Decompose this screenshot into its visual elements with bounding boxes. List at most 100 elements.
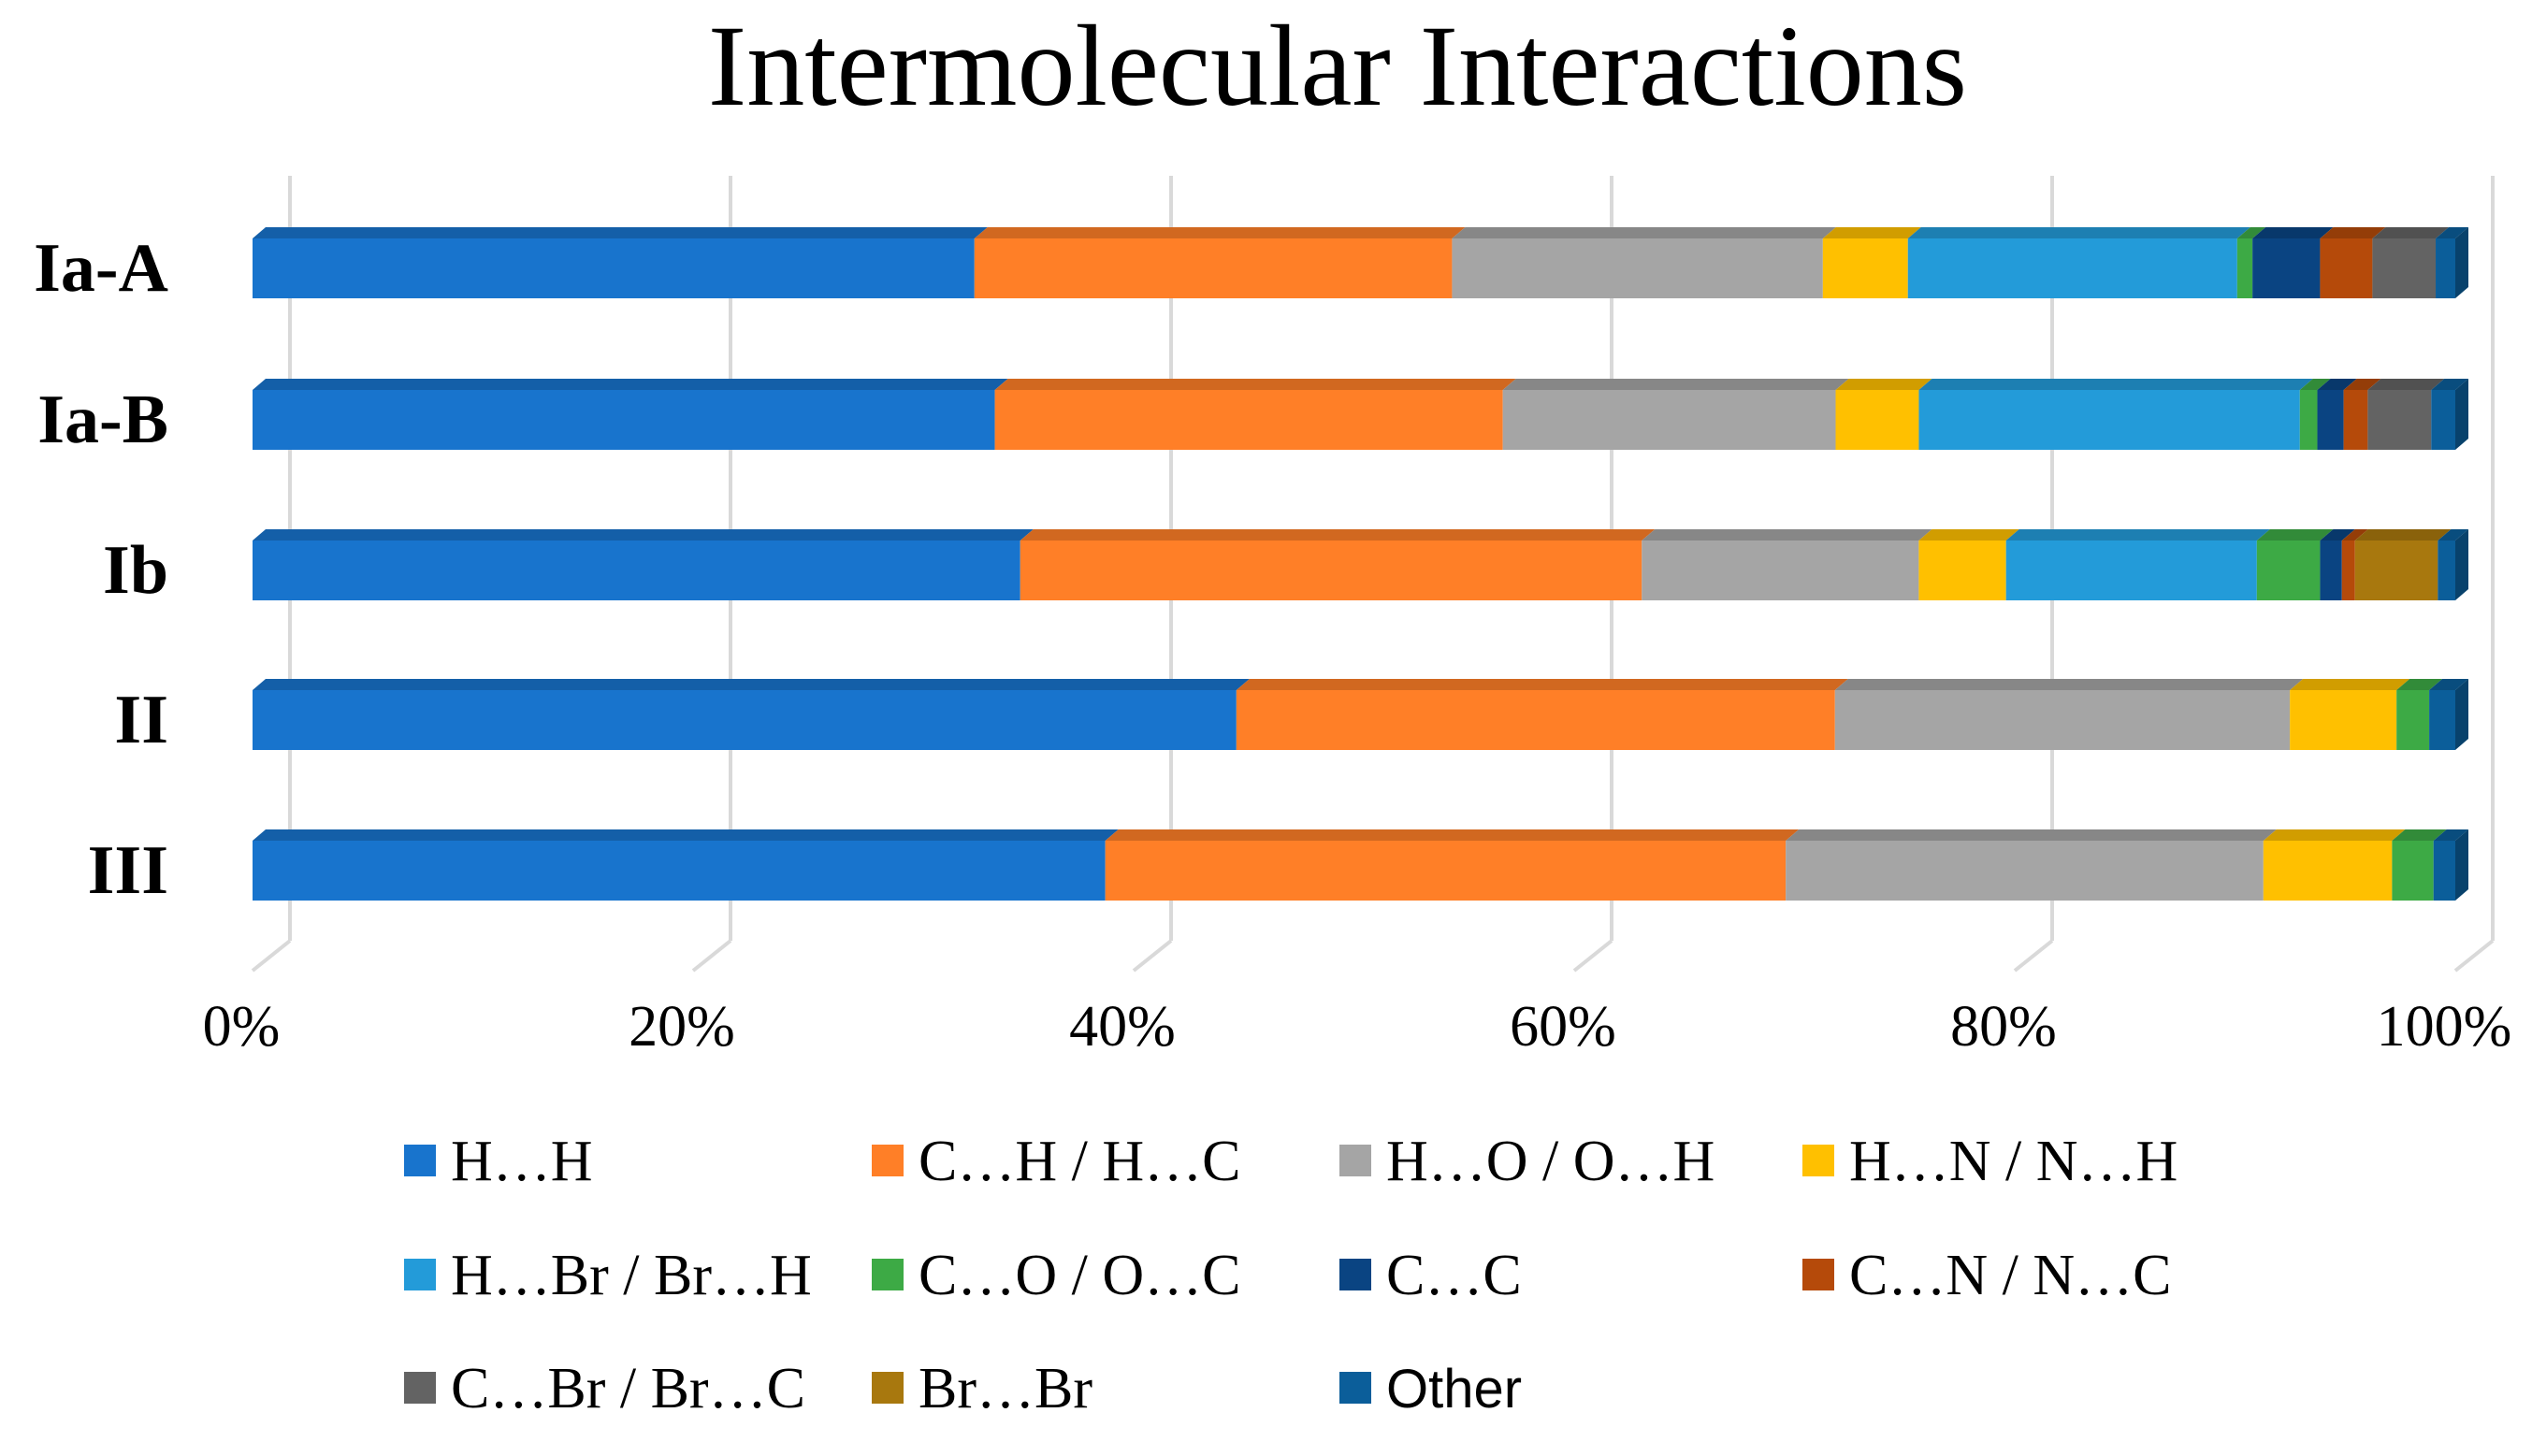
bar-segment bbox=[2354, 541, 2438, 600]
tick-label: 20% bbox=[629, 995, 735, 1059]
bar-segment bbox=[2343, 390, 2368, 450]
bar-segment bbox=[1502, 390, 1836, 450]
bar-segment bbox=[253, 390, 995, 450]
legend-label: Other bbox=[1386, 1359, 1522, 1420]
tick-label: 100% bbox=[2377, 995, 2512, 1059]
bar-segment-top bbox=[2367, 379, 2445, 390]
bar-segment-top bbox=[1786, 829, 2277, 841]
bar-segment bbox=[2392, 841, 2434, 901]
bar-segment-top bbox=[2290, 679, 2410, 690]
bars bbox=[253, 227, 2468, 901]
bar-segment-top bbox=[1918, 379, 2313, 390]
bar-segment-top bbox=[253, 829, 1119, 841]
bar-segment-top bbox=[2436, 227, 2468, 238]
bar-segment-top bbox=[2354, 529, 2452, 541]
bar-segment-top bbox=[2320, 529, 2355, 541]
bar-segment-top bbox=[1502, 379, 1849, 390]
bar-segment-top bbox=[974, 227, 1466, 238]
bar-segment-top bbox=[2299, 379, 2331, 390]
bar-segment-top bbox=[1907, 227, 2250, 238]
bar-end-cap bbox=[2455, 227, 2468, 298]
bar-segment bbox=[2320, 238, 2373, 298]
bar-segment bbox=[253, 238, 975, 298]
bar-end-cap bbox=[2455, 529, 2468, 600]
category-label: Ia-B bbox=[37, 382, 168, 458]
gridline-floor bbox=[1132, 939, 1173, 973]
legend-label: H…H bbox=[451, 1130, 593, 1193]
bar-segment-top bbox=[2438, 529, 2468, 541]
gridline-floor bbox=[691, 939, 732, 973]
bar-segment bbox=[2367, 390, 2432, 450]
chart-title: Intermolecular Interactions bbox=[708, 2, 1967, 130]
legend-label: H…Br / Br…H bbox=[451, 1244, 812, 1307]
bar-segment bbox=[994, 390, 1503, 450]
bar-segment bbox=[2317, 390, 2344, 450]
bar-segment-top bbox=[1835, 379, 1932, 390]
tick-label: 0% bbox=[203, 995, 281, 1059]
bar-end-cap bbox=[2455, 679, 2468, 750]
tick-label: 80% bbox=[1950, 995, 2057, 1059]
bar-segment-top bbox=[1834, 679, 2304, 690]
legend-swatch bbox=[872, 1372, 904, 1404]
bar-segment-top bbox=[253, 529, 1034, 541]
bar-segment-top bbox=[1452, 227, 1836, 238]
legend-swatch bbox=[404, 1259, 436, 1290]
legend-label: H…O / O…H bbox=[1386, 1130, 1715, 1193]
legend-swatch bbox=[404, 1145, 436, 1176]
bar-segment-top bbox=[2317, 379, 2357, 390]
bar-segment bbox=[2320, 541, 2342, 600]
bar-segment bbox=[2396, 690, 2430, 750]
bar-segment bbox=[2438, 541, 2455, 600]
tick-label: 60% bbox=[1510, 995, 1616, 1059]
bar-segment-top bbox=[994, 379, 1516, 390]
bar-segment bbox=[253, 690, 1237, 750]
legend: H…H C…H / H…C H…O / O…H H…N / N…H H…Br / Br…… bbox=[404, 1130, 2178, 1420]
bar-segment-top bbox=[1918, 529, 2019, 541]
bar-segment-top bbox=[2396, 679, 2443, 690]
bar-segment bbox=[253, 841, 1106, 901]
bar-segment-top bbox=[2320, 227, 2386, 238]
bar-end-cap bbox=[2455, 379, 2468, 450]
bar-segment-top bbox=[1020, 529, 1656, 541]
legend-swatch bbox=[872, 1145, 904, 1176]
tick-label: 40% bbox=[1069, 995, 1176, 1059]
category-label: III bbox=[88, 832, 168, 909]
bar-segment bbox=[2256, 541, 2321, 600]
bar-segment-top bbox=[253, 379, 1008, 390]
legend-swatch bbox=[1339, 1145, 1371, 1176]
bar-segment bbox=[2290, 690, 2397, 750]
bar-segment-top bbox=[2429, 679, 2468, 690]
bar-segment-top bbox=[2256, 529, 2334, 541]
bar-segment-top bbox=[2372, 227, 2450, 238]
bar-segment bbox=[1452, 238, 1823, 298]
bar-segment bbox=[2341, 541, 2355, 600]
bar-segment-top bbox=[2431, 379, 2468, 390]
bar-segment bbox=[1020, 541, 1642, 600]
bar-segment-top bbox=[2341, 529, 2368, 541]
legend-label: C…C bbox=[1386, 1244, 1522, 1307]
bar-segment bbox=[1105, 841, 1787, 901]
bar-segment-top bbox=[2392, 829, 2447, 841]
bar-segment-top bbox=[2263, 829, 2406, 841]
bar-segment bbox=[2436, 238, 2455, 298]
legend-label: C…Br / Br…C bbox=[451, 1357, 805, 1420]
legend-swatch bbox=[1339, 1259, 1371, 1290]
category-label: II bbox=[114, 682, 168, 758]
bar-segment bbox=[2372, 238, 2437, 298]
bar-segment-top bbox=[1642, 529, 1932, 541]
category-label: Ia-A bbox=[34, 230, 168, 307]
bar-segment-top bbox=[1236, 679, 1848, 690]
bar-segment bbox=[2005, 541, 2257, 600]
bar-segment bbox=[2252, 238, 2321, 298]
bar-segment bbox=[974, 238, 1453, 298]
bar-segment-top bbox=[2252, 227, 2334, 238]
bar-segment-top bbox=[2343, 379, 2381, 390]
legend-swatch bbox=[1802, 1259, 1834, 1290]
bar-segment-top bbox=[1105, 829, 1800, 841]
x-axis-tick-labels: 0% 20% 40% 60% 80% 100% bbox=[203, 995, 2512, 1059]
bar-segment bbox=[1834, 690, 2291, 750]
bar-segment bbox=[1918, 541, 2006, 600]
bar-segment bbox=[1835, 390, 1919, 450]
bar-segment bbox=[1642, 541, 1919, 600]
